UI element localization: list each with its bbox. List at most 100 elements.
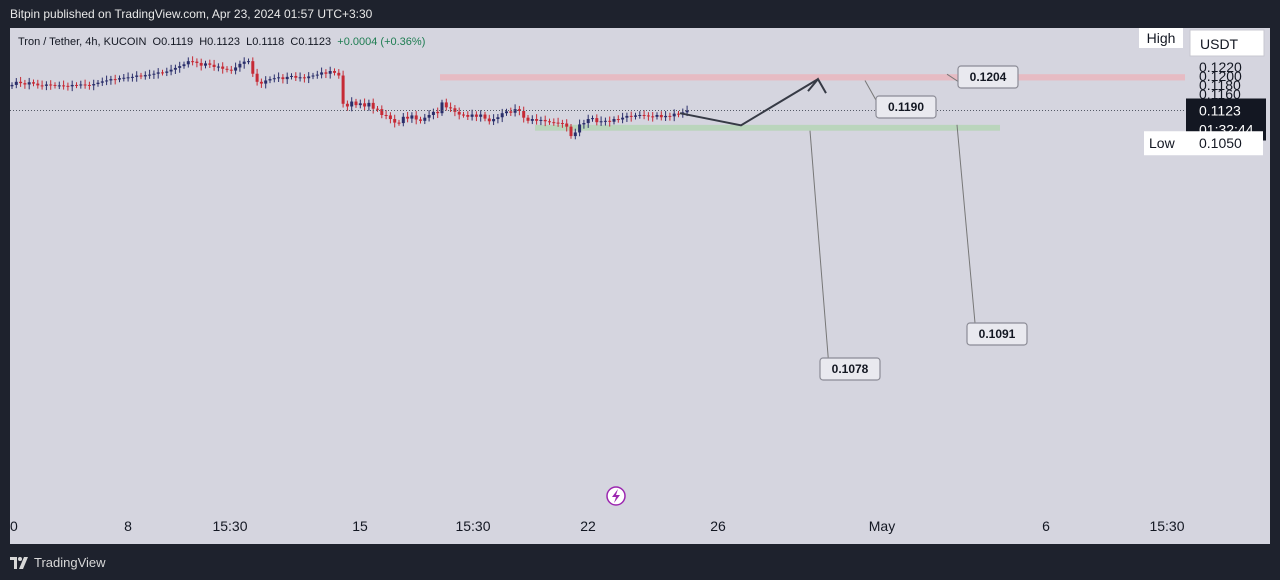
candle-body <box>376 108 379 110</box>
candle-body <box>410 115 414 119</box>
candle-body <box>272 78 276 80</box>
candle-body <box>578 124 582 133</box>
zones-layer <box>440 74 1185 131</box>
candle-body <box>629 115 633 117</box>
candle-body <box>169 69 173 72</box>
labels-layer: 0.1190 0.1204 0.1078 0.1091 <box>606 65 1028 506</box>
candle-body <box>431 111 435 115</box>
x-tick-label: 15:30 <box>212 518 247 534</box>
candle-body <box>552 122 556 124</box>
candle-body <box>509 111 513 113</box>
x-tick-label: 15 <box>352 518 368 534</box>
chart-panel[interactable]: 0.1190 0.1204 0.1078 0.1091 0.1220 0.1200 0.1… <box>10 28 1270 544</box>
legend-symbol: Tron / Tether, 4h, KUCOIN <box>18 36 147 48</box>
candle-body <box>651 116 655 118</box>
candle-body <box>216 66 220 68</box>
candle-body <box>612 119 616 122</box>
candle-body <box>444 102 448 108</box>
candle-body <box>40 85 44 87</box>
candle-body <box>19 81 23 84</box>
candle-body <box>367 102 371 107</box>
candle-body <box>638 114 642 116</box>
candle-body <box>401 116 405 124</box>
candle-body <box>677 113 680 115</box>
candle-body <box>642 114 646 116</box>
candle-body <box>685 110 689 113</box>
candle-body <box>186 61 190 65</box>
candle-body <box>70 84 74 87</box>
candle-body <box>79 84 83 86</box>
tradingview-brand-text: TradingView <box>34 555 106 570</box>
candle-body <box>290 75 293 77</box>
candle-body <box>307 76 311 79</box>
candle-body <box>126 77 130 79</box>
candle-body <box>414 115 418 120</box>
candle-body <box>569 126 573 137</box>
candle-body <box>384 114 388 116</box>
candle-body <box>53 84 57 86</box>
candle-body <box>500 113 504 118</box>
candle-body <box>315 74 319 76</box>
candle-body <box>530 119 534 121</box>
candle-body <box>259 81 263 84</box>
candle-body <box>113 79 117 81</box>
candle-body <box>393 119 397 123</box>
callout-label: 0.1091 <box>979 327 1016 341</box>
candle-body <box>87 84 91 86</box>
candle-body <box>32 82 35 84</box>
current-price-label: 0.1123 <box>1199 103 1241 119</box>
candle-body <box>199 62 203 66</box>
lightning-glyph <box>612 489 620 503</box>
candle-body <box>672 113 676 117</box>
candle-body <box>505 111 508 114</box>
candle-body <box>247 61 250 63</box>
candle-body <box>44 84 48 86</box>
candle-body <box>608 120 612 122</box>
x-tick-label: 15:30 <box>1149 518 1184 534</box>
candle-body <box>161 72 164 74</box>
high-label: High <box>1147 30 1176 46</box>
y-tick-label: 0.1200 <box>1199 68 1242 84</box>
tradingview-logo[interactable]: TradingView <box>10 555 106 570</box>
candle-body <box>664 115 668 118</box>
projection-arrowhead <box>807 77 827 94</box>
candle-body <box>345 103 349 107</box>
candle-body <box>582 123 586 125</box>
candle-body <box>36 83 40 86</box>
candle-body <box>27 82 31 85</box>
candle-body <box>251 61 255 74</box>
candle-body <box>363 103 367 107</box>
projection-path <box>679 78 819 127</box>
high-badge <box>1139 28 1183 48</box>
candle-body <box>204 63 207 66</box>
callout-label: 0.1190 <box>888 100 924 114</box>
candle-body <box>328 71 332 74</box>
x-tick-label: May <box>869 518 895 534</box>
candles-layer <box>10 56 1185 140</box>
x-tick-label: 8 <box>124 518 132 534</box>
legend-low: L0.1118 <box>246 36 285 48</box>
x-tick-label: 26 <box>710 518 726 534</box>
footer-bar: TradingView <box>0 544 1280 580</box>
candle-body <box>178 66 182 68</box>
candle-body <box>208 63 212 65</box>
candle-body <box>109 79 113 81</box>
candle-body <box>548 121 551 123</box>
candle-body <box>419 119 422 121</box>
candle-body <box>466 114 470 117</box>
candle-body <box>474 114 478 117</box>
candle-body <box>449 107 453 109</box>
candle-body <box>152 73 156 75</box>
candle-body <box>341 75 345 104</box>
candle-body <box>143 75 147 77</box>
callout-box <box>957 65 1019 89</box>
candle-body <box>406 116 410 119</box>
candle-body <box>122 77 126 79</box>
candle-body <box>135 75 139 77</box>
currency-badge <box>1189 29 1265 57</box>
candle-body <box>565 123 569 127</box>
candle-body <box>573 132 577 137</box>
candle-body <box>173 67 177 70</box>
callout-pointer <box>809 130 831 381</box>
